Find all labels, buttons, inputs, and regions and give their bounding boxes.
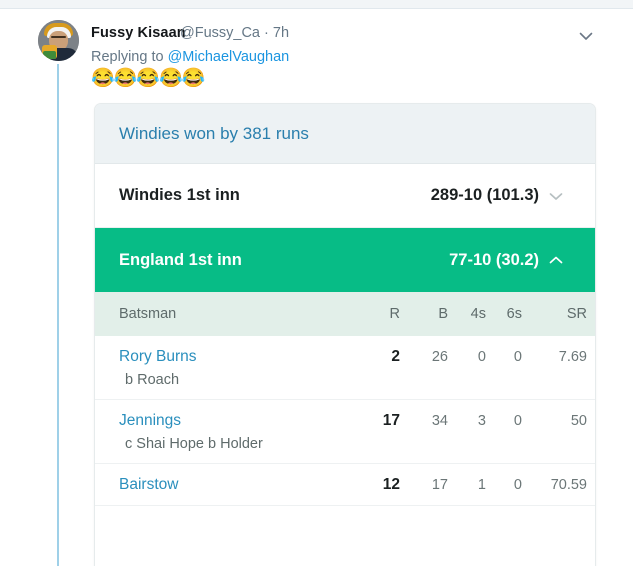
batsman-balls: 34: [431, 413, 448, 429]
batsman-strike-rate: 50: [570, 413, 587, 429]
table-row: Rory Burns 2 26 0 0 7.69 b Roach: [95, 336, 595, 400]
chevron-down-icon[interactable]: [576, 26, 596, 46]
batsman-stats-line: Rory Burns 2 26 0 0 7.69: [119, 348, 595, 366]
batsman-runs: 17: [382, 412, 400, 429]
batsman-strike-rate: 70.59: [550, 477, 587, 493]
table-row: Bairstow 12 17 1 0 70.59: [95, 464, 595, 506]
batsman-balls: 26: [431, 349, 448, 365]
batsman-name[interactable]: Rory Burns: [119, 348, 197, 365]
innings-score: 289-10 (101.3): [430, 186, 539, 204]
batsman-name[interactable]: Bairstow: [119, 476, 179, 493]
batsman-balls: 17: [431, 477, 448, 493]
batsman-fours: 3: [477, 413, 486, 429]
avatar[interactable]: [38, 20, 79, 61]
innings-name: Windies 1st inn: [119, 186, 240, 204]
innings-name: England 1st inn: [119, 250, 242, 269]
avatar-foreground-object-2: [43, 51, 56, 59]
top-divider: [0, 8, 633, 9]
column-header-strike-rate: SR: [566, 306, 587, 322]
batting-table-header: Batsman R B 4s 6s SR: [95, 292, 595, 336]
chevron-down-icon[interactable]: [539, 186, 573, 206]
batsman-fours: 0: [477, 349, 486, 365]
innings-score: 77-10 (30.2): [449, 250, 539, 269]
batsman-sixes: 0: [513, 349, 522, 365]
table-row: Jennings 17 34 3 0 50 c Shai Hope b Hold…: [95, 400, 595, 464]
replying-to-line: Replying to @MichaelVaughan: [91, 49, 289, 65]
thread-connector-line: [57, 64, 59, 566]
tweet-display-name[interactable]: Fussy Kisaan: [91, 25, 186, 41]
batsman-fours: 1: [477, 477, 486, 493]
batsman-stats-line: Bairstow 12 17 1 0 70.59: [119, 476, 595, 494]
replying-to-label: Replying to: [91, 49, 168, 65]
batsman-runs: 12: [382, 476, 400, 493]
batsman-sixes: 0: [513, 413, 522, 429]
chevron-up-icon[interactable]: [539, 250, 573, 270]
column-header-balls: B: [438, 306, 448, 322]
batsman-stats-line: Jennings 17 34 3 0 50: [119, 412, 595, 430]
batsman-strike-rate: 7.69: [558, 349, 587, 365]
column-header-batsman: Batsman: [119, 306, 177, 322]
avatar-brow: [51, 36, 66, 38]
innings-row-windies-1st[interactable]: Windies 1st inn 289-10 (101.3): [95, 164, 595, 228]
column-header-sixes: 6s: [506, 306, 522, 322]
tweet-body-text: 😂😂😂😂😂: [91, 68, 205, 89]
replying-to-mention[interactable]: @MichaelVaughan: [167, 49, 290, 65]
batsman-dismissal: b Roach: [125, 372, 180, 388]
tweet-handle-and-timestamp[interactable]: @Fussy_Ca · 7h: [180, 25, 290, 41]
page-top-strip: [0, 0, 633, 8]
batsman-sixes: 0: [513, 477, 522, 493]
batsman-name[interactable]: Jennings: [119, 412, 182, 429]
batsman-dismissal: c Shai Hope b Holder: [125, 436, 263, 452]
innings-row-england-1st[interactable]: England 1st inn 77-10 (30.2): [95, 228, 595, 292]
column-header-fours: 4s: [470, 306, 486, 322]
column-header-runs: R: [389, 306, 400, 322]
batsman-runs: 2: [391, 348, 400, 365]
cricket-scorecard-card: Windies won by 381 runs Windies 1st inn …: [94, 103, 596, 566]
match-result-banner[interactable]: Windies won by 381 runs: [95, 104, 595, 164]
